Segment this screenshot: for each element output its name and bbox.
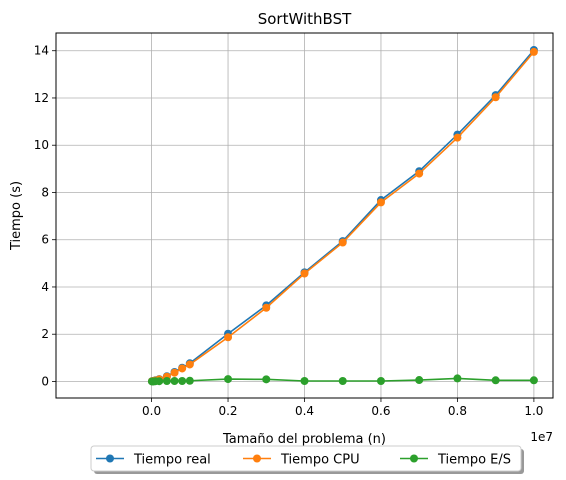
data-point	[170, 368, 179, 377]
data-point	[162, 376, 171, 385]
data-point	[529, 376, 538, 385]
y-axis: 0 2 4 6 8 10 12 14	[34, 44, 56, 388]
data-point	[376, 376, 385, 385]
y-tick-label: 4	[41, 280, 49, 294]
x-axis-offset-label: 1e7	[530, 430, 553, 444]
data-point	[529, 47, 538, 56]
legend: Tiempo real Tiempo CPU Tiempo E/S	[90, 445, 524, 474]
series-line	[151, 49, 535, 383]
data-point	[415, 169, 424, 178]
x-tick-label: 1.0	[524, 404, 543, 418]
data-point	[178, 364, 187, 373]
legend-label: Tiempo CPU	[280, 453, 360, 468]
data-point	[155, 377, 164, 386]
chart-title: SortWithBST	[258, 10, 352, 28]
y-tick-label: 10	[34, 138, 49, 152]
legend-label: Tiempo real	[133, 453, 211, 468]
legend-box	[90, 445, 522, 472]
legend-entry: Tiempo E/S	[400, 453, 511, 468]
data-point	[491, 93, 500, 102]
x-tick-label: 0.4	[295, 404, 314, 418]
x-axis: 0.0 0.2 0.4 0.6 0.8 1.0	[142, 398, 543, 418]
data-point	[415, 376, 424, 385]
data-point	[170, 376, 179, 385]
data-point	[338, 376, 347, 385]
series-line	[151, 51, 535, 383]
legend-swatch-marker	[410, 454, 418, 463]
data-point	[262, 375, 271, 384]
series-tiempo-cpu	[147, 47, 538, 386]
x-axis-label: Tamaño del problema (n)	[222, 432, 386, 447]
data-point	[453, 133, 462, 142]
y-tick-label: 2	[41, 327, 49, 341]
legend-swatch-marker	[106, 454, 114, 463]
data-point	[185, 376, 194, 385]
legend-entry: Tiempo real	[96, 453, 211, 468]
series-tiempo-e-s	[147, 374, 538, 386]
y-tick-label: 14	[34, 44, 49, 58]
series-layer	[147, 46, 538, 386]
data-point	[453, 374, 462, 383]
y-tick-label: 8	[41, 185, 49, 199]
data-point	[224, 375, 233, 384]
y-tick-label: 6	[41, 233, 49, 247]
data-point	[185, 360, 194, 369]
x-tick-label: 0.6	[371, 404, 390, 418]
y-tick-label: 12	[34, 91, 49, 105]
legend-swatch-marker	[253, 454, 261, 463]
x-tick-label: 0.8	[448, 404, 467, 418]
data-point	[178, 376, 187, 385]
data-point	[300, 269, 309, 278]
y-axis-label: Tiempo (s)	[9, 181, 24, 251]
data-point	[300, 376, 309, 385]
grid	[56, 33, 553, 398]
y-tick-label: 0	[41, 374, 49, 388]
data-point	[224, 333, 233, 342]
data-point	[338, 238, 347, 247]
legend-label: Tiempo E/S	[437, 453, 511, 468]
x-tick-label: 0.2	[218, 404, 237, 418]
data-point	[262, 303, 271, 312]
legend-entry: Tiempo CPU	[243, 453, 360, 468]
data-point	[376, 198, 385, 207]
x-tick-label: 0.0	[142, 404, 161, 418]
data-point	[491, 376, 500, 385]
